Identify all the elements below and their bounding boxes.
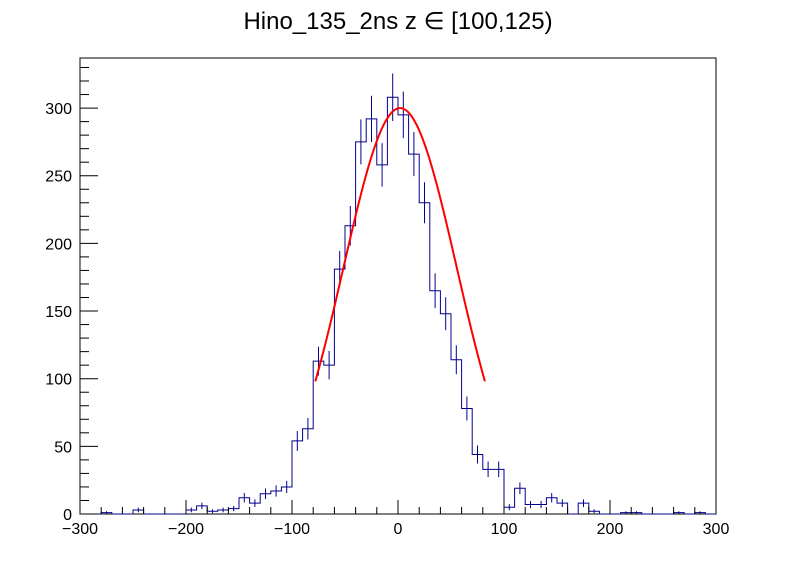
y-tick-label: 100 [45, 372, 72, 389]
gaussian-fit-curve [314, 107, 486, 382]
chart-title: Hino_135_2ns z ∈ [100,125) [243, 8, 552, 35]
x-tick-label: 200 [597, 521, 624, 538]
histogram-bars [80, 96, 716, 515]
x-tick-label: −100 [274, 521, 310, 538]
x-tick-label: −300 [62, 521, 98, 538]
y-tick-label: 150 [45, 304, 72, 321]
error-bars [106, 73, 701, 514]
y-tick-label: 250 [45, 169, 72, 186]
x-tick-label: −200 [168, 521, 204, 538]
plot-frame [79, 57, 717, 515]
x-tick-label: 300 [703, 521, 730, 538]
y-tick-label: 300 [45, 101, 72, 118]
y-tick-label: 200 [45, 236, 72, 253]
x-tick-label: 0 [394, 521, 403, 538]
x-tick-label: 100 [491, 521, 518, 538]
axes: −300 −200 −100 0 100 200 300 0 50 100 150 200 250 300 [45, 66, 730, 538]
y-tick-label: 0 [63, 507, 72, 524]
histogram-outline [80, 96, 716, 515]
y-tick-label: 50 [54, 439, 72, 456]
